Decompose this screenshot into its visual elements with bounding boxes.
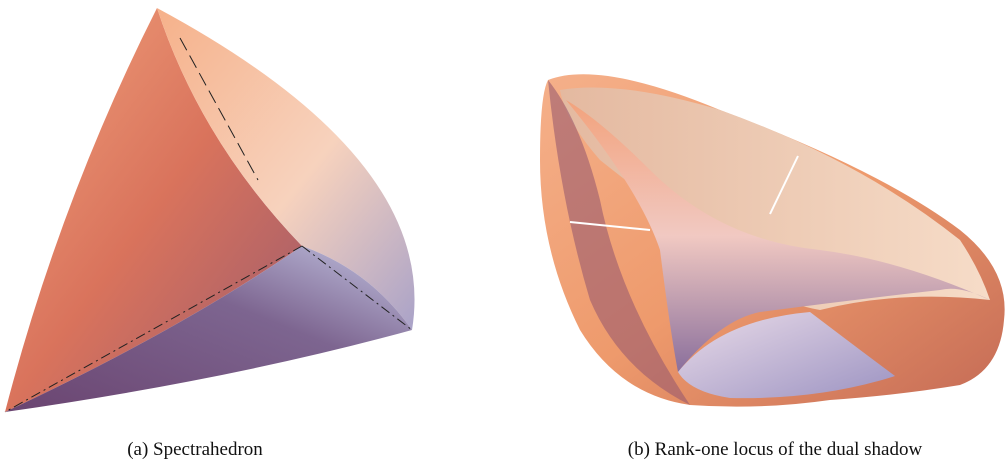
rank-one-locus-render bbox=[540, 74, 1005, 406]
caption: (b) Rank-one locus of the dual shadow bbox=[628, 439, 923, 460]
spectrahedron-render bbox=[5, 8, 415, 412]
caption: (a) Spectrahedron bbox=[127, 439, 263, 460]
figure: (a) Spectrahedron (b) Rank-one locus of … bbox=[0, 0, 1006, 469]
page: {"figures": [{"caption": "(a) Spectrahed… bbox=[0, 0, 1006, 469]
